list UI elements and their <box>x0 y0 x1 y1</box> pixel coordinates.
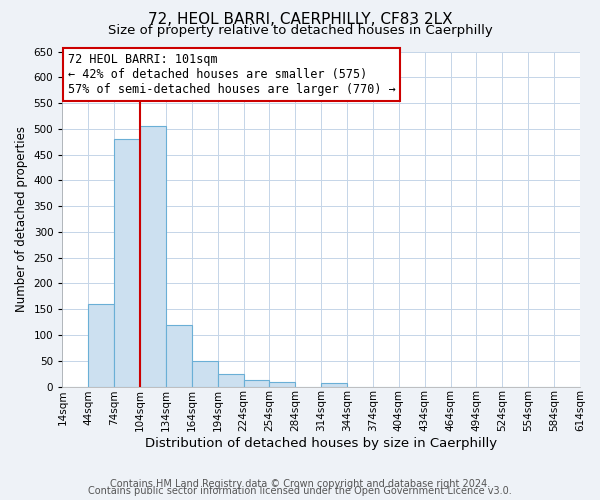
Text: Size of property relative to detached houses in Caerphilly: Size of property relative to detached ho… <box>107 24 493 37</box>
Text: Contains public sector information licensed under the Open Government Licence v3: Contains public sector information licen… <box>88 486 512 496</box>
Bar <box>321 383 347 386</box>
Bar <box>218 374 244 386</box>
Text: 72, HEOL BARRI, CAERPHILLY, CF83 2LX: 72, HEOL BARRI, CAERPHILLY, CF83 2LX <box>148 12 452 28</box>
Bar <box>114 139 140 386</box>
Bar <box>244 380 269 386</box>
Y-axis label: Number of detached properties: Number of detached properties <box>15 126 28 312</box>
Bar <box>88 304 114 386</box>
Bar <box>192 361 218 386</box>
Bar <box>166 324 192 386</box>
Bar <box>269 382 295 386</box>
Bar <box>140 126 166 386</box>
Text: Contains HM Land Registry data © Crown copyright and database right 2024.: Contains HM Land Registry data © Crown c… <box>110 479 490 489</box>
Text: 72 HEOL BARRI: 101sqm
← 42% of detached houses are smaller (575)
57% of semi-det: 72 HEOL BARRI: 101sqm ← 42% of detached … <box>68 53 395 96</box>
X-axis label: Distribution of detached houses by size in Caerphilly: Distribution of detached houses by size … <box>145 437 497 450</box>
